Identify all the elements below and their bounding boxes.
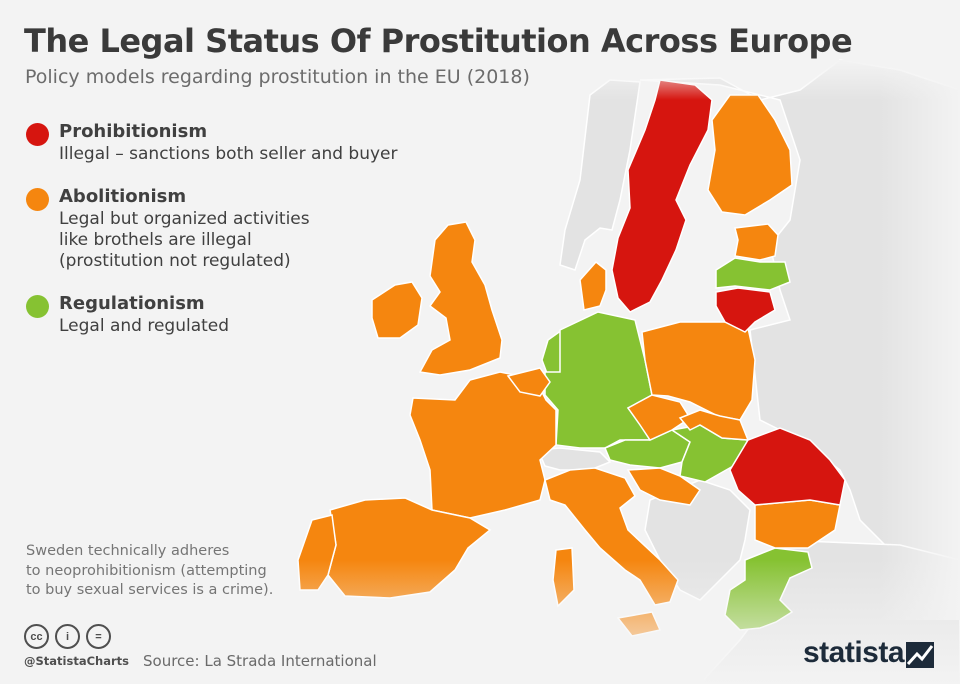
cc-icon[interactable]: cc: [24, 624, 49, 649]
legend-description: Illegal – sanctions both seller and buye…: [59, 144, 398, 164]
legend-item-regulationism: Regulationism Legal and regulated: [26, 292, 398, 337]
legend-dot-prohibitionism: [26, 123, 49, 146]
legend-description: Legal and regulated: [59, 316, 230, 336]
footnote: Sweden technically adheres to neoprohibi…: [26, 543, 274, 598]
statista-logo[interactable]: statista: [803, 636, 905, 669]
legend-item-abolitionism: Abolitionism Legal but organized activit…: [26, 185, 398, 272]
no-derivatives-icon[interactable]: =: [86, 624, 111, 649]
twitter-handle[interactable]: @StatistaCharts: [24, 654, 129, 668]
legend-dot-abolitionism: [26, 188, 49, 211]
legend-name: Prohibitionism: [59, 121, 208, 142]
finland: [707, 94, 793, 216]
united-kingdom: [418, 221, 503, 376]
right-fade: [880, 60, 960, 620]
germany: [544, 311, 653, 449]
sweden: [611, 79, 713, 313]
license-icons: cc i =: [24, 624, 111, 649]
page-title: The Legal Status Of Prostitution Across …: [24, 22, 853, 60]
lithuania: [715, 287, 776, 333]
bottom-fade: [280, 560, 960, 684]
bulgaria: [754, 499, 841, 549]
romania: [729, 427, 846, 506]
legend-name: Abolitionism: [59, 186, 187, 207]
slovenia-croatia: [626, 467, 702, 506]
denmark: [579, 260, 607, 311]
legend-description: Legal but organized activities like brot…: [59, 209, 310, 271]
ireland: [371, 281, 423, 339]
legend-item-prohibitionism: Prohibitionism Illegal – sanctions both …: [26, 120, 398, 165]
legend-dot-regulationism: [26, 295, 49, 318]
latvia: [715, 257, 791, 291]
france: [409, 371, 557, 519]
legend: Prohibitionism Illegal – sanctions both …: [26, 120, 398, 357]
source-credit: Source: La Strada International: [143, 652, 377, 670]
prohibitionism-countries: [611, 79, 846, 506]
belgium: [506, 367, 551, 397]
estonia: [734, 223, 779, 261]
page-subtitle: Policy models regarding prostitution in …: [25, 66, 530, 88]
czech-republic: [626, 394, 692, 441]
attribution-icon[interactable]: i: [55, 624, 80, 649]
legend-name: Regulationism: [59, 293, 205, 314]
statista-logo-icon: [906, 642, 934, 668]
